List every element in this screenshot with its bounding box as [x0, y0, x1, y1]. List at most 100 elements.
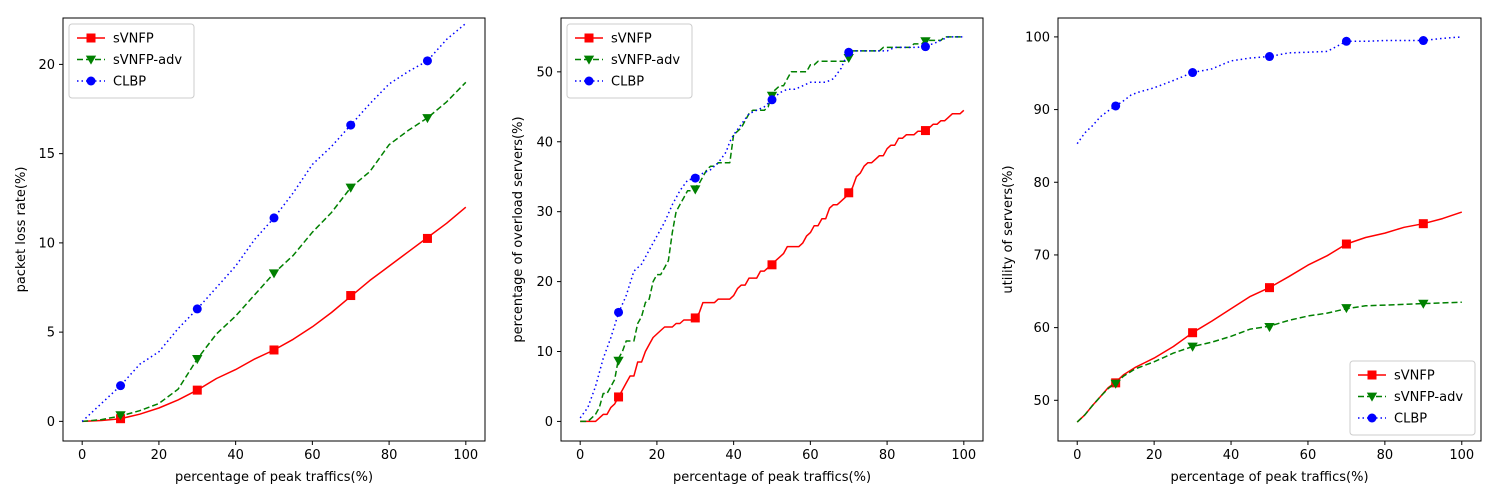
data-point-sVNFP — [690, 313, 700, 323]
data-point-sVNFP — [192, 385, 202, 395]
data-point-CLBP — [422, 56, 432, 66]
x-tick-label: 100 — [1449, 448, 1474, 463]
legend-label-sVNFP: sVNFP — [611, 32, 652, 47]
legend-marker-sVNFP — [86, 33, 96, 43]
y-tick-label: 90 — [1033, 103, 1050, 118]
y-tick-label: 80 — [1033, 176, 1050, 191]
data-point-CLBP — [614, 307, 624, 317]
x-tick-label: 100 — [951, 448, 976, 463]
legend-marker-sVNFP-adv — [1366, 392, 1378, 402]
data-point-sVNFP — [1188, 328, 1198, 338]
legend-label-CLBP: CLBP — [113, 75, 146, 90]
series-line-CLBP — [579, 36, 964, 419]
data-point-sVNFP-adv — [345, 183, 356, 193]
data-point-CLBP — [1341, 36, 1351, 46]
legend-box — [566, 23, 693, 99]
series-line-sVNFP-adv — [1076, 301, 1462, 423]
legend-label-sVNFP: sVNFP — [113, 32, 154, 47]
legend-label-sVNFP-adv: sVNFP-adv — [113, 53, 182, 68]
axes-frame — [1057, 17, 1482, 442]
x-tick-label: 40 — [227, 448, 244, 463]
x-tick-label: 60 — [802, 448, 819, 463]
data-point-sVNFP — [346, 291, 356, 301]
y-tick-label: 100 — [1025, 30, 1050, 45]
x-tick-label: 60 — [1300, 448, 1317, 463]
chart-2: 0 20 40 60 80 100 0 10 20 30 40 50 percentage of pea… — [511, 17, 984, 485]
y-tick-label: 5 — [47, 326, 55, 341]
data-point-sVNFP — [422, 233, 432, 243]
x-tick-label: 80 — [1377, 448, 1394, 463]
data-point-CLBP — [1188, 68, 1198, 78]
data-point-sVNFP — [269, 345, 279, 355]
data-point-CLBP — [690, 173, 700, 183]
data-point-sVNFP-adv — [1264, 323, 1275, 333]
legend-marker-CLBP — [1367, 413, 1377, 423]
axes-frame — [62, 17, 486, 442]
legend-label-CLBP: CLBP — [1394, 412, 1427, 427]
y-tick-label: 20 — [536, 275, 553, 290]
data-point-CLBP — [269, 213, 279, 223]
series-line-CLBP — [1076, 36, 1462, 145]
data-point-sVNFP-adv — [115, 411, 126, 421]
x-tick-label: 0 — [78, 448, 86, 463]
x-tick-label: 40 — [1223, 448, 1240, 463]
data-point-sVNFP — [1418, 219, 1428, 229]
legend-label-CLBP: CLBP — [611, 75, 644, 90]
y-tick-label: 10 — [536, 345, 553, 360]
data-point-CLBP — [920, 42, 930, 52]
y-axis-label: utility of servers(%) — [1001, 165, 1016, 293]
data-point-sVNFP-adv — [192, 355, 203, 365]
y-tick-label: 15 — [38, 147, 55, 162]
y-tick-label: 20 — [38, 58, 55, 73]
axes-frame — [560, 17, 984, 442]
x-axis-label: percentage of peak traffics(%) — [175, 470, 373, 485]
legend-marker-sVNFP-adv — [85, 55, 97, 65]
data-point-CLBP — [116, 381, 126, 391]
data-point-sVNFP — [920, 126, 930, 136]
legend-marker-sVNFP — [1367, 370, 1377, 380]
data-point-sVNFP — [614, 392, 624, 402]
data-point-sVNFP — [844, 188, 854, 198]
legend-box — [68, 23, 195, 99]
data-point-CLBP — [1111, 101, 1121, 111]
x-tick-label: 100 — [453, 448, 478, 463]
data-point-CLBP — [844, 47, 854, 57]
x-tick-label: 0 — [1073, 448, 1081, 463]
x-tick-label: 20 — [151, 448, 168, 463]
data-point-CLBP — [1265, 52, 1274, 62]
data-point-sVNFP — [1341, 239, 1351, 249]
legend-label-sVNFP: sVNFP — [1394, 369, 1435, 384]
legend-label-sVNFP-adv: sVNFP-adv — [611, 53, 680, 68]
x-tick-label: 20 — [1146, 448, 1163, 463]
y-tick-label: 60 — [1033, 321, 1050, 336]
x-tick-label: 0 — [576, 448, 584, 463]
legend-marker-sVNFP — [584, 33, 594, 43]
y-tick-label: 0 — [545, 415, 553, 430]
data-point-sVNFP-adv — [690, 185, 701, 195]
x-tick-label: 80 — [879, 448, 896, 463]
legend: sVNFP sVNFP-adv CLBP — [1349, 360, 1476, 436]
data-point-sVNFP-adv — [1187, 342, 1198, 352]
x-axis-label: percentage of peak traffics(%) — [673, 470, 871, 485]
legend-marker-sVNFP-adv — [583, 55, 595, 65]
y-tick-label: 50 — [1033, 394, 1050, 409]
data-point-sVNFP-adv — [268, 269, 280, 279]
legend: sVNFP sVNFP-adv CLBP — [68, 23, 195, 99]
legend-label-sVNFP-adv: sVNFP-adv — [1394, 390, 1463, 405]
chart-3: 0 20 40 60 80 100 50 60 70 80 90 100 percentage of p… — [1001, 17, 1482, 485]
x-tick-label: 60 — [304, 448, 321, 463]
x-axis-label: percentage of peak traffics(%) — [1170, 470, 1368, 485]
data-point-sVNFP-adv — [422, 114, 433, 124]
y-tick-label: 70 — [1033, 248, 1050, 263]
y-tick-label: 50 — [536, 65, 553, 80]
data-point-CLBP — [192, 304, 202, 314]
x-tick-label: 40 — [725, 448, 742, 463]
data-point-sVNFP-adv — [1418, 299, 1429, 309]
data-point-sVNFP-adv — [1341, 304, 1352, 314]
x-tick-label: 20 — [649, 448, 666, 463]
y-tick-label: 30 — [536, 205, 553, 220]
y-tick-label: 10 — [38, 236, 55, 251]
data-point-sVNFP — [767, 260, 777, 270]
legend-box — [1349, 360, 1476, 436]
chart-1: 0 20 40 60 80 100 0 5 10 15 20 percentage of peak t… — [14, 17, 486, 485]
